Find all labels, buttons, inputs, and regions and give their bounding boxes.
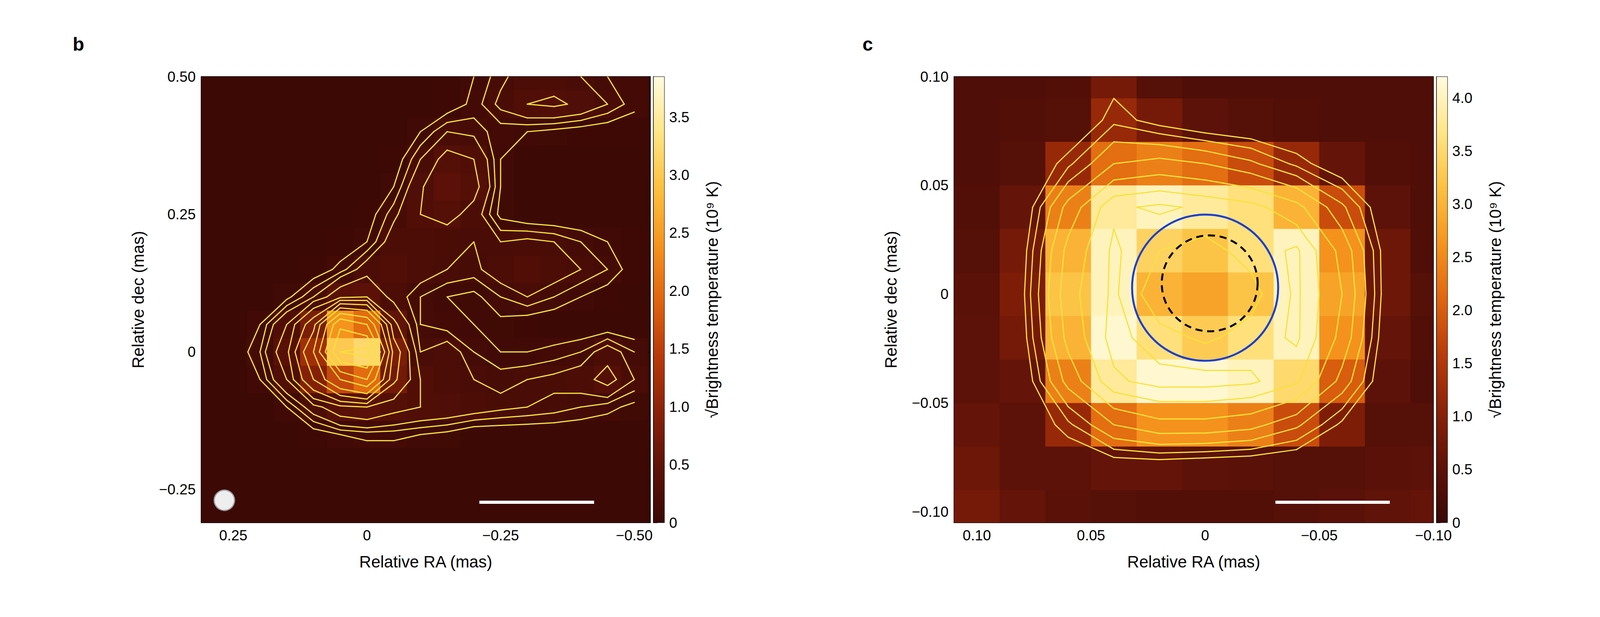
svg-text:2.0: 2.0	[669, 282, 690, 300]
svg-text:3.0: 3.0	[1452, 196, 1473, 213]
svg-text:0.05: 0.05	[1077, 527, 1106, 544]
svg-text:Relative dec (mas): Relative dec (mas)	[881, 230, 901, 369]
svg-text:Relative RA (mas): Relative RA (mas)	[1127, 552, 1261, 571]
svg-text:−0.05: −0.05	[911, 394, 949, 412]
svg-text:0.25: 0.25	[167, 206, 196, 223]
svg-text:√Brightness temperature (10⁹ K: √Brightness temperature (10⁹ K)	[1486, 181, 1505, 419]
svg-text:−0.25: −0.25	[158, 481, 196, 498]
svg-text:1.0: 1.0	[1452, 408, 1473, 425]
svg-text:0: 0	[669, 514, 678, 531]
svg-text:3.5: 3.5	[1452, 143, 1473, 160]
svg-text:−0.10: −0.10	[911, 503, 949, 520]
svg-text:1.5: 1.5	[669, 340, 690, 357]
svg-text:−0.50: −0.50	[615, 527, 653, 544]
svg-text:0: 0	[940, 286, 949, 303]
svg-text:−0.10: −0.10	[1414, 527, 1452, 544]
svg-text:0.10: 0.10	[920, 68, 949, 85]
svg-text:0.10: 0.10	[962, 527, 991, 544]
svg-text:0.5: 0.5	[669, 456, 690, 473]
svg-text:0.25: 0.25	[219, 527, 248, 544]
svg-text:2.0: 2.0	[1452, 302, 1473, 319]
svg-text:2.5: 2.5	[1452, 249, 1473, 266]
svg-text:3.0: 3.0	[669, 166, 690, 184]
svg-text:b: b	[72, 33, 85, 55]
svg-text:0.5: 0.5	[1452, 461, 1473, 478]
svg-text:0: 0	[1201, 527, 1210, 544]
svg-text:0.05: 0.05	[920, 177, 949, 194]
svg-text:√Brightness temperature (10⁹ K: √Brightness temperature (10⁹ K)	[702, 181, 722, 419]
svg-text:Relative RA (mas): Relative RA (mas)	[359, 552, 492, 571]
svg-text:Relative dec (mas): Relative dec (mas)	[128, 230, 148, 369]
svg-text:1.0: 1.0	[669, 398, 690, 415]
svg-text:0: 0	[1452, 514, 1461, 531]
svg-text:4.0: 4.0	[1452, 89, 1473, 107]
svg-text:c: c	[862, 33, 874, 55]
svg-text:3.5: 3.5	[669, 109, 690, 126]
svg-text:−0.05: −0.05	[1300, 527, 1338, 544]
svg-text:2.5: 2.5	[669, 224, 690, 241]
svg-text:0: 0	[363, 527, 372, 544]
svg-text:0: 0	[187, 343, 196, 360]
svg-text:1.5: 1.5	[1452, 355, 1473, 372]
svg-text:−0.25: −0.25	[482, 527, 520, 544]
svg-text:0.50: 0.50	[167, 68, 196, 85]
